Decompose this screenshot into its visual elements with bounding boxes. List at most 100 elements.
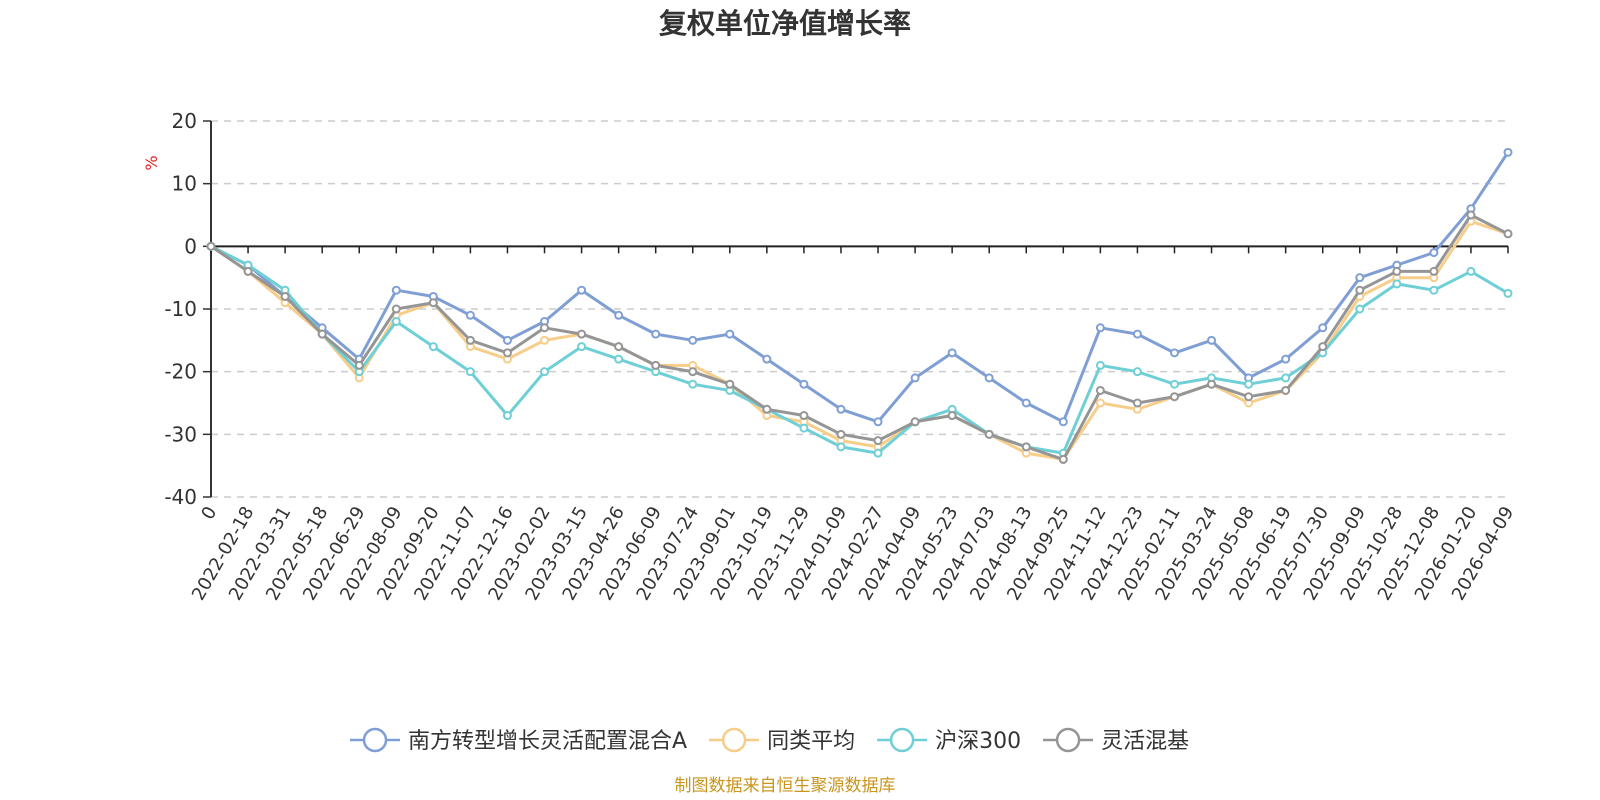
data-point: [762, 404, 772, 414]
data-point: [1281, 373, 1291, 383]
data-point: [540, 367, 550, 377]
data-point: [1021, 442, 1031, 452]
data-point: [947, 348, 957, 358]
data-point: [465, 310, 475, 320]
data-point: [465, 367, 475, 377]
grid: [211, 120, 1508, 498]
data-point: [1318, 323, 1328, 333]
data-point: [725, 329, 735, 339]
data-point: [465, 335, 475, 345]
data-point: [577, 285, 587, 295]
data-point: [651, 360, 661, 370]
data-point: [688, 335, 698, 345]
data-point: [1021, 398, 1031, 408]
data-point: [280, 291, 290, 301]
data-point: [577, 329, 587, 339]
legend-item[interactable]: 南方转型增长灵活配置混合A: [350, 727, 687, 754]
y-axis-unit: %: [142, 155, 161, 170]
data-point: [1132, 398, 1142, 408]
y-tick-label: -10: [164, 297, 197, 321]
data-point: [354, 360, 364, 370]
data-point: [1207, 335, 1217, 345]
data-point: [1244, 392, 1254, 402]
data-point: [984, 429, 994, 439]
legend-item[interactable]: 同类平均: [709, 727, 855, 754]
source-note: 制图数据来自恒生聚源数据库: [675, 776, 896, 796]
data-point: [1207, 379, 1217, 389]
data-point: [1244, 379, 1254, 389]
data-point: [1132, 367, 1142, 377]
data-point: [243, 266, 253, 276]
legend-label: 同类平均: [767, 729, 855, 754]
data-point: [836, 442, 846, 452]
legend-item[interactable]: 沪深300: [877, 727, 1021, 754]
data-point: [614, 310, 624, 320]
data-point: [1355, 273, 1365, 283]
data-point: [1169, 379, 1179, 389]
x-tick-label: 0: [197, 503, 221, 523]
data-point: [1169, 392, 1179, 402]
legend[interactable]: 南方转型增长灵活配置混合A 同类平均 沪深300 灵活混基: [350, 727, 1189, 754]
data-point: [836, 404, 846, 414]
data-point: [910, 417, 920, 427]
data-point: [1095, 360, 1105, 370]
series-line: [209, 213, 1510, 461]
data-point: [1429, 285, 1439, 295]
data-point: [1318, 342, 1328, 352]
data-point: [762, 354, 772, 364]
legend-label: 灵活混基: [1101, 729, 1189, 754]
data-point: [614, 354, 624, 364]
data-point: [502, 348, 512, 358]
series-line: [209, 244, 1510, 455]
data-point: [984, 373, 994, 383]
data-point: [1281, 354, 1291, 364]
data-point: [1392, 279, 1402, 289]
data-point: [391, 304, 401, 314]
data-point: [1429, 248, 1439, 258]
data-point: [873, 436, 883, 446]
data-point: [873, 417, 883, 427]
data-point: [428, 342, 438, 352]
data-point: [651, 329, 661, 339]
data-point: [614, 342, 624, 352]
y-tick-label: -30: [164, 422, 197, 446]
data-point: [1503, 147, 1513, 157]
data-point: [688, 379, 698, 389]
data-point: [1095, 398, 1105, 408]
data-point: [1503, 229, 1513, 239]
data-point: [540, 323, 550, 333]
data-point: [1058, 417, 1068, 427]
data-point: [1355, 304, 1365, 314]
data-point: [577, 342, 587, 352]
y-tick-label: 0: [184, 234, 197, 258]
y-tick-label: -20: [164, 360, 197, 384]
data-point: [502, 335, 512, 345]
chart-title: 复权单位净值增长率: [659, 7, 911, 40]
data-point: [502, 411, 512, 421]
data-point: [873, 448, 883, 458]
data-point: [1503, 288, 1513, 298]
data-point: [1281, 385, 1291, 395]
data-point: [317, 329, 327, 339]
legend-item[interactable]: 灵活混基: [1043, 727, 1189, 754]
data-point: [799, 411, 809, 421]
data-point: [799, 423, 809, 433]
legend-marker: [721, 727, 747, 753]
legend-label: 沪深300: [935, 729, 1021, 754]
data-point: [910, 373, 920, 383]
data-point: [1095, 323, 1105, 333]
data-point: [1132, 329, 1142, 339]
legend-marker: [1055, 727, 1081, 753]
data-point: [799, 379, 809, 389]
data-point: [947, 411, 957, 421]
data-point: [1095, 385, 1105, 395]
legend-label: 南方转型增长灵活配置混合A: [408, 729, 687, 754]
data-point: [391, 317, 401, 327]
data-point: [428, 298, 438, 308]
data-point: [725, 379, 735, 389]
series-line: [209, 150, 1510, 424]
y-tick-label: 10: [172, 172, 197, 196]
data-point: [1169, 348, 1179, 358]
y-tick-label: 20: [172, 109, 197, 133]
